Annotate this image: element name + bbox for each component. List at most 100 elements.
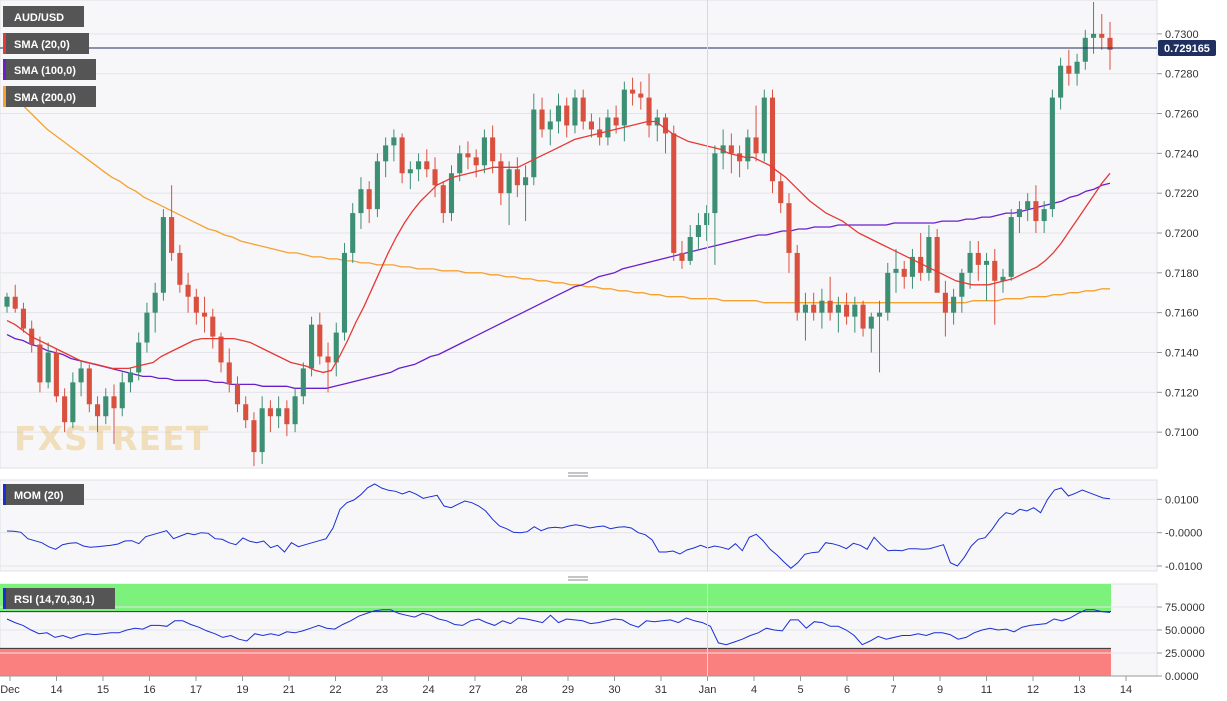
- candle-body: [572, 97, 578, 126]
- legend-sma20-bg: [3, 33, 89, 54]
- candle-body: [457, 153, 463, 174]
- sma20-line: [6, 120, 1111, 374]
- candle-body: [136, 342, 142, 373]
- current-price-tag: 0.729165: [1158, 40, 1216, 56]
- candle-body: [45, 352, 51, 383]
- candle-body: [399, 137, 405, 174]
- candle-body: [753, 137, 759, 154]
- rsi-yaxis: 75.0000 50.0000 25.0000 0.0000: [1157, 602, 1205, 683]
- candle-body: [630, 89, 636, 94]
- legend-rsi[interactable]: RSI (14,70,30,1): [3, 588, 115, 609]
- candle-body: [160, 217, 166, 293]
- main-ytick-label: 0.7260: [1165, 109, 1199, 121]
- candle-body: [424, 161, 430, 170]
- legend-mom-bg: [3, 484, 84, 505]
- candle-body: [1049, 97, 1055, 210]
- candle-body: [531, 109, 537, 178]
- main-ytick-label: 0.7140: [1165, 347, 1199, 359]
- legend-symbol[interactable]: AUD/USD: [3, 6, 84, 27]
- candle-body: [1016, 209, 1023, 218]
- candle-body: [819, 300, 825, 313]
- main-panel: FXSTREET 0.73000.72800.72600.72400.72200…: [0, 0, 1216, 469]
- legend-rsi-swatch: [3, 588, 6, 609]
- x-tick-label: 9: [937, 684, 943, 696]
- candle-body: [827, 300, 833, 313]
- candle-body: [555, 105, 562, 122]
- legend-sma200-swatch: [3, 86, 6, 107]
- legend-sma200-label: SMA (200,0): [14, 92, 76, 104]
- candle-body: [934, 236, 940, 293]
- main-yaxis: 0.7300 0.7280 0.7260 0.7240 0.7220 0.7200 0.71…: [1157, 29, 1199, 439]
- x-tick-label: 14: [50, 684, 62, 696]
- legend-sma200[interactable]: SMA (200,0): [3, 86, 96, 107]
- sma100-line: [6, 182, 1111, 389]
- legend-rsi-bg: [3, 588, 115, 609]
- candle-body: [20, 308, 27, 329]
- candle-body: [876, 312, 883, 317]
- x-tick-label: 17: [190, 684, 202, 696]
- candle-body: [983, 260, 990, 265]
- candle-body: [704, 213, 710, 226]
- x-tick-label: 7: [890, 684, 896, 696]
- x-tick-label: 14: [1120, 684, 1132, 696]
- main-ytick-label: 0.7300: [1165, 29, 1199, 41]
- candle-body: [926, 236, 932, 273]
- candle-body: [300, 368, 306, 397]
- candle-body: [671, 133, 677, 253]
- candle-body: [654, 117, 660, 126]
- panel-resize-handle-1[interactable]: [568, 472, 588, 477]
- x-tick-label: 11: [981, 684, 992, 696]
- candle-body: [621, 89, 627, 126]
- legend-mom[interactable]: MOM (20): [3, 484, 84, 505]
- candle-body: [1041, 209, 1047, 222]
- candle-body: [53, 352, 59, 397]
- legend-rsi-label: RSI (14,70,30,1): [14, 594, 95, 606]
- candle-body: [350, 213, 356, 253]
- candle-body: [309, 324, 315, 369]
- legend-sma20-swatch: [3, 33, 6, 54]
- legend-sma200-bg: [3, 86, 96, 107]
- rsi-line: [6, 609, 1111, 646]
- panel-resize-handle-2[interactable]: [568, 576, 588, 581]
- candle-body: [951, 296, 957, 313]
- candle-body: [226, 362, 232, 385]
- fxstreet-watermark: FXSTREET: [14, 419, 209, 458]
- x-tick-label: 23: [376, 684, 388, 696]
- candle-body: [959, 272, 965, 297]
- candle-body: [580, 97, 586, 122]
- candle-body: [218, 336, 224, 363]
- legend-mom-label: MOM (20): [14, 490, 64, 502]
- candle-body: [12, 296, 18, 309]
- legend-sma20-label: SMA (20,0): [14, 39, 70, 51]
- x-tick-label: 6: [844, 684, 850, 696]
- candle-body: [1074, 61, 1080, 74]
- candle-body: [1090, 33, 1097, 38]
- mom-ytick-label: -0.0000: [1165, 528, 1202, 540]
- candle-body: [234, 384, 241, 405]
- candle-body: [127, 372, 134, 383]
- current-price-tag-bg: [1158, 40, 1216, 56]
- x-tick-label: 12: [1027, 684, 1039, 696]
- candle-body: [292, 396, 298, 425]
- legend-sma100[interactable]: SMA (100,0): [3, 59, 96, 80]
- legend: AUD/USD SMA (20,0) SMA (100,0) SMA (200,…: [3, 6, 96, 107]
- mom-grid: [0, 498, 1157, 567]
- rsi-layer: [6, 609, 1111, 646]
- candle-body: [646, 97, 652, 126]
- x-tick-label: 15: [97, 684, 109, 696]
- candle-body: [37, 344, 43, 383]
- legend-mom-swatch: [3, 484, 6, 505]
- x-tick-label: 28: [515, 684, 527, 696]
- main-ytick-label: 0.7240: [1165, 148, 1199, 160]
- candle-body: [177, 252, 183, 285]
- candle-body: [1066, 65, 1072, 74]
- candle-body: [251, 420, 257, 453]
- candle-body: [169, 217, 175, 253]
- candle-body: [514, 169, 520, 186]
- candle-body: [860, 304, 866, 329]
- candle-body: [835, 304, 841, 313]
- main-ytick-label: 0.7100: [1165, 427, 1199, 439]
- legend-sma20[interactable]: SMA (20,0): [3, 33, 89, 54]
- candle-body: [284, 408, 290, 425]
